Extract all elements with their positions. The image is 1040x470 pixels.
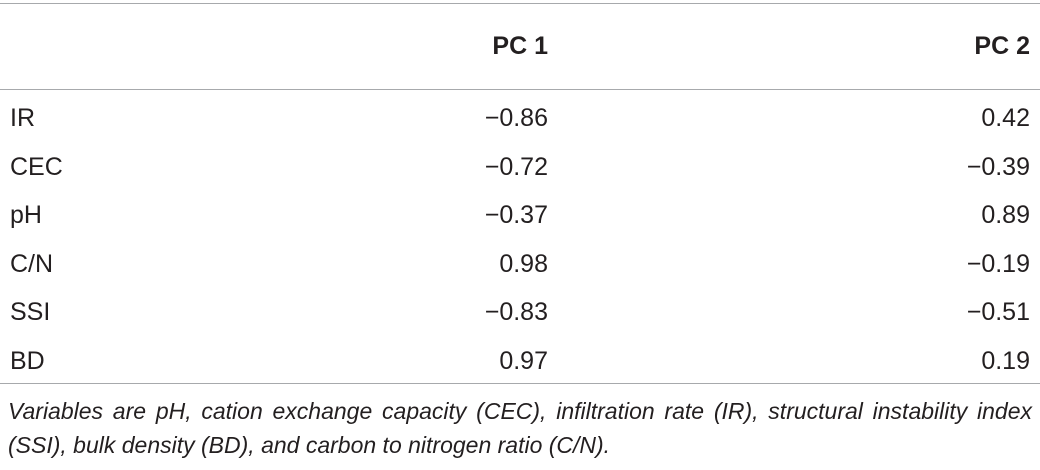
column-header-pc1: PC 1 (492, 32, 548, 60)
table-row: IR −0.86 0.42 (0, 94, 1040, 143)
row-label: IR (10, 104, 35, 132)
row-label: CEC (10, 152, 63, 181)
cell-pc2: −0.19 (966, 249, 1030, 278)
table-row: SSI −0.83 −0.51 (0, 288, 1040, 337)
cell-pc1: −0.72 (484, 152, 548, 181)
cell-pc1: −0.86 (484, 104, 548, 132)
cell-pc2: 0.42 (981, 104, 1030, 132)
row-label: pH (10, 201, 42, 229)
cell-pc2: 0.19 (981, 346, 1030, 375)
cell-pc2: −0.51 (966, 298, 1030, 326)
table-header-row: PC 1 PC 2 (0, 24, 1040, 68)
row-label: SSI (10, 298, 51, 326)
cell-pc1: −0.83 (484, 298, 548, 326)
table-row: BD 0.97 0.19 (0, 337, 1040, 386)
cell-pc1: −0.37 (484, 201, 548, 229)
cell-pc2: 0.89 (981, 201, 1030, 229)
cell-pc1: 0.98 (499, 249, 548, 278)
table-header-rule (0, 89, 1040, 90)
table-body: IR −0.86 0.42 CEC −0.72 −0.39 pH −0.37 0… (0, 94, 1040, 385)
table-top-rule (0, 3, 1040, 4)
table-row: C/N 0.98 −0.19 (0, 240, 1040, 289)
table-row: CEC −0.72 −0.39 (0, 143, 1040, 192)
table-footnote: Variables are pH, cation exchange capaci… (8, 398, 1032, 458)
row-label: C/N (10, 249, 54, 278)
cell-pc2: −0.39 (966, 152, 1030, 181)
cell-pc1: 0.97 (499, 346, 548, 375)
column-header-pc2: PC 2 (974, 32, 1030, 60)
table-bottom-rule (0, 383, 1040, 384)
row-label: BD (10, 346, 45, 375)
table-row: pH −0.37 0.89 (0, 191, 1040, 240)
